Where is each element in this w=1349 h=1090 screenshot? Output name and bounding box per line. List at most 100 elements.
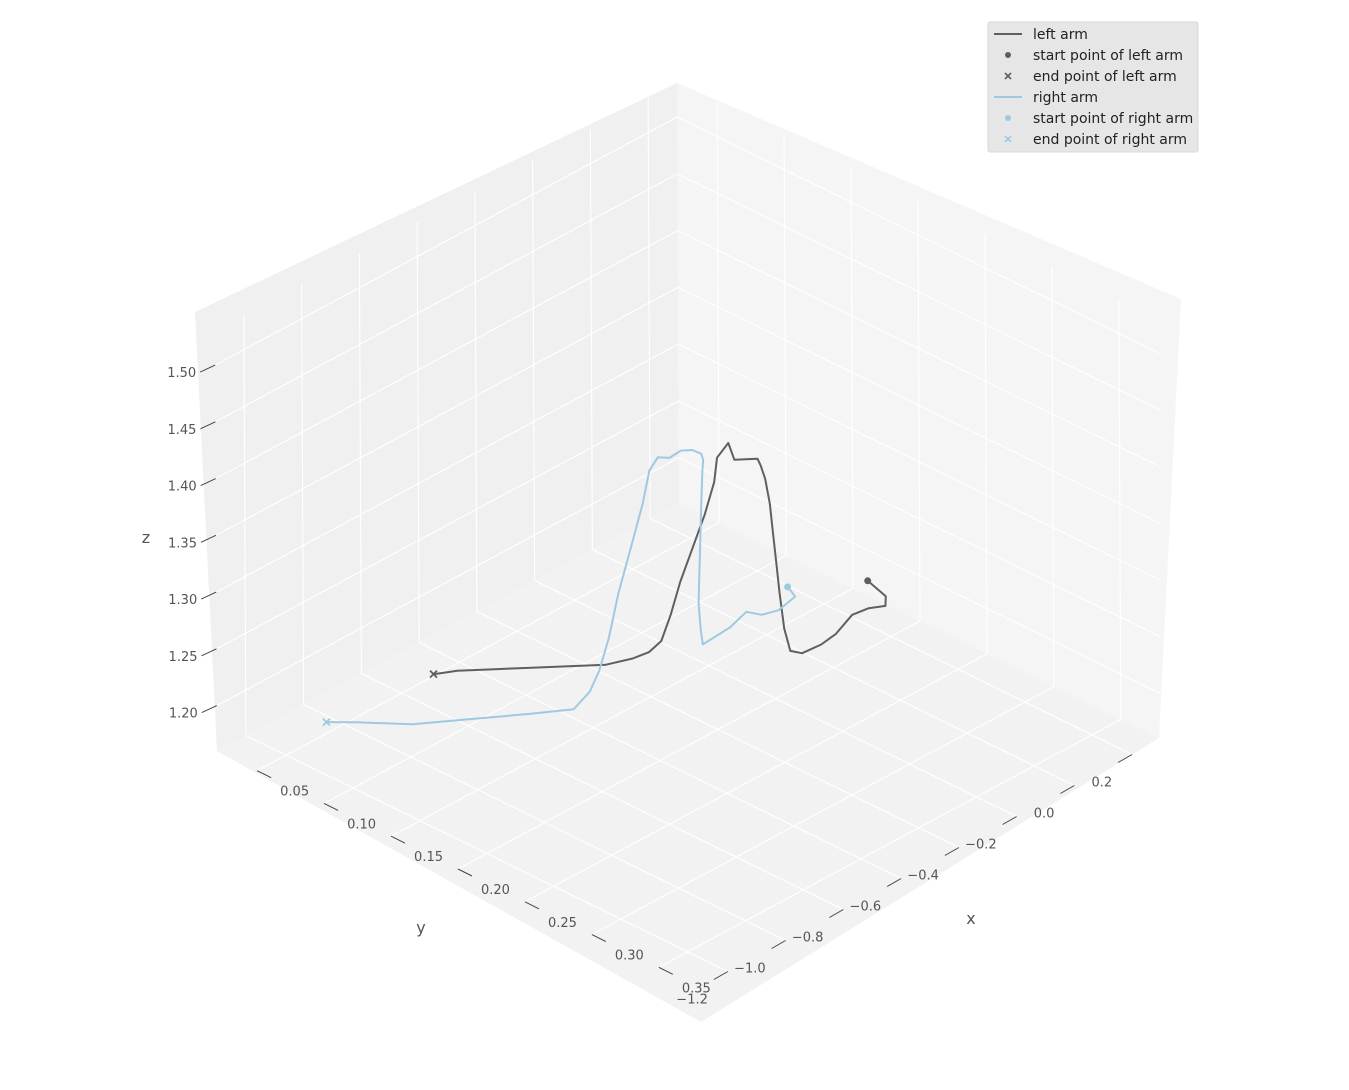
y-tick [1002,816,1017,825]
x-tick [323,802,339,811]
grid-line-x [783,135,787,556]
y-tick [1117,754,1133,763]
x-tick-label: 0.15 [414,850,443,865]
grid-line-x [1118,299,1122,720]
x-tick-label: 0.35 [682,981,711,996]
grid-line-z [214,116,678,366]
z-tick [200,478,216,487]
grid-line-z [676,116,1160,354]
z-tick-label: 1.50 [167,366,196,381]
grid-line-y [358,253,362,674]
y-tick-label: −1.2 [676,993,708,1008]
x-axis-label: x [966,909,975,928]
grid-line-x [658,718,1122,968]
grid-line-y [303,704,786,941]
z-axis-label: z [142,528,150,547]
grid-line-x [390,587,854,837]
y-tick-label: −0.6 [850,900,882,915]
z-tick-label: 1.30 [168,593,197,608]
grid-line-z [678,457,1162,695]
z-tick [201,648,217,657]
grid-line-y [301,284,305,705]
legend-label: end point of right arm [1033,132,1187,148]
grid-line-z [677,230,1160,468]
grid-line-y [416,222,420,643]
grid-line-z [216,400,679,650]
grid-line-z [678,400,1161,638]
axis-ticks: 0.05 0.10 0.15 0.20 0.25 0.30 0.35−1.2 −1.0 −0.8… [167,364,1133,1008]
grid-line-y [649,518,1133,755]
x-tick [524,901,540,910]
grid-line-x [716,102,720,523]
left-arm-line [433,442,887,676]
x-tick [591,934,607,943]
left-arm-start-point [864,577,872,585]
x-tick [457,868,473,877]
z-tick [201,591,217,600]
y-axis-label: y [416,918,425,937]
grid-line-z [216,457,680,707]
legend-cross-marker [1004,72,1012,80]
grid-line-x [323,554,787,804]
right-arm-line [326,449,797,726]
grid-line-z [677,173,1160,411]
x-tick-label: 0.05 [280,785,309,800]
left-arm-end-point [429,670,438,679]
grid-line-y [476,611,960,848]
y-tick-label: −1.0 [734,962,766,977]
grid-line-y [534,580,1017,817]
y-tick-label: −0.2 [965,838,997,853]
grid-line-y [532,160,536,581]
legend-box [987,21,1199,153]
grid-line-z [678,343,1161,581]
z-tick-label: 1.20 [169,707,198,722]
z-tick-label: 1.25 [169,650,198,665]
grid-lines [214,98,1162,972]
x-tick [658,966,674,975]
grid-line-x [1051,266,1055,687]
legend-label: end point of left arm [1033,69,1177,85]
grid-line-x [524,653,988,903]
y-tick-label: 0.0 [1034,807,1055,822]
end-cross-stroke [429,670,438,679]
grid-line-y [361,673,844,910]
grid-line-x [850,168,854,589]
grid-line-z [215,230,678,480]
grid-line-z [215,286,679,536]
grid-line-y [592,549,1075,786]
grid-line-x [917,200,921,622]
legend-label: start point of left arm [1033,48,1183,64]
grid-line-x [591,686,1055,936]
z-tick [200,534,217,543]
x-tick [390,835,406,844]
legend-label: left arm [1033,27,1088,43]
z-tick-label: 1.35 [168,536,197,551]
z-tick-label: 1.40 [168,480,197,495]
legend-dot-marker [1005,52,1011,58]
grid-line-x [256,522,720,772]
y-tick [713,971,729,980]
y-tick [829,909,844,918]
z-tick [201,705,217,714]
x-tick-label: 0.30 [615,949,644,964]
grid-line-x [457,620,921,870]
grid-line-y [418,642,902,879]
x-tick-label: 0.25 [548,916,577,931]
legend-dot-marker [1005,115,1011,121]
grid-line-y [245,735,729,972]
x-tick-label: 0.10 [347,817,376,832]
legend-cross-stroke [1004,135,1012,143]
grid-line-y [589,129,593,550]
grid-line-z [215,343,679,593]
z-tick [199,364,216,373]
z-tick-label: 1.45 [167,423,196,438]
grid-line-y [647,98,651,519]
end-cross-stroke [322,717,331,727]
pane-floor [217,503,1159,1022]
grid-line-y [243,315,247,736]
x-tick-label: 0.20 [481,883,510,898]
grid-line-z [215,173,678,423]
y-tick [1060,785,1075,794]
grid-line-y [474,191,478,612]
